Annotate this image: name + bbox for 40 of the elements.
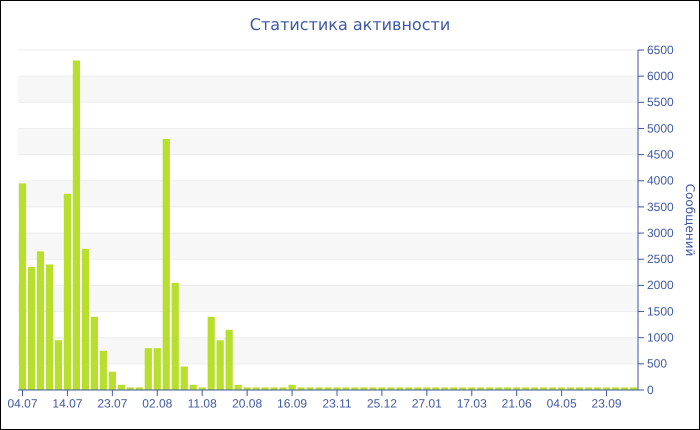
x-tick-label: 04.05 [546, 396, 577, 411]
x-tick-label: 23.09 [592, 396, 622, 411]
bar [46, 264, 54, 390]
x-tick-label: 04.07 [7, 396, 38, 411]
x-tick-label: 11.08 [188, 396, 218, 411]
y-tick-label: 3500 [647, 200, 674, 214]
y-tick-label: 4000 [647, 174, 674, 188]
y-tick-label: 1000 [647, 330, 674, 345]
y-tick-label: 5000 [647, 121, 674, 136]
y-tick-label: 5500 [647, 95, 674, 110]
y-tick-label: 4500 [647, 147, 674, 162]
y-tick-label: 1500 [647, 304, 674, 318]
y-tick-label: 6500 [647, 42, 674, 57]
x-tick-label: 14.07 [52, 396, 83, 411]
y-tick-label: 2500 [647, 252, 674, 266]
x-tick-label: 20.08 [232, 396, 262, 411]
y-tick-label: 0 [647, 382, 654, 397]
y-tick-label: 2000 [647, 278, 674, 292]
bar [64, 194, 72, 390]
bar [28, 267, 36, 390]
y-tick-label: 500 [647, 356, 668, 371]
x-tick-label: 23.11 [322, 396, 352, 411]
bar [82, 248, 89, 390]
chart-title: Статистика активности [250, 15, 450, 34]
x-tick-label: 21.06 [502, 396, 532, 411]
y-axis-title: Сообщений [683, 184, 697, 256]
y-tick-label: 3000 [647, 226, 674, 240]
bar [100, 350, 107, 390]
x-tick-label: 25.12 [366, 396, 398, 411]
x-tick-label: 23.07 [97, 396, 128, 411]
x-tick-label: 16.09 [277, 396, 308, 411]
x-tick-label: 27.01 [412, 396, 442, 411]
bar [54, 340, 62, 390]
bar [72, 60, 80, 390]
x-tick-label: 17.03 [456, 396, 488, 411]
bar [90, 316, 98, 390]
bar [18, 183, 26, 390]
bar [36, 251, 44, 390]
x-tick-label: 02.08 [142, 396, 173, 411]
y-tick-label: 6000 [647, 68, 674, 83]
